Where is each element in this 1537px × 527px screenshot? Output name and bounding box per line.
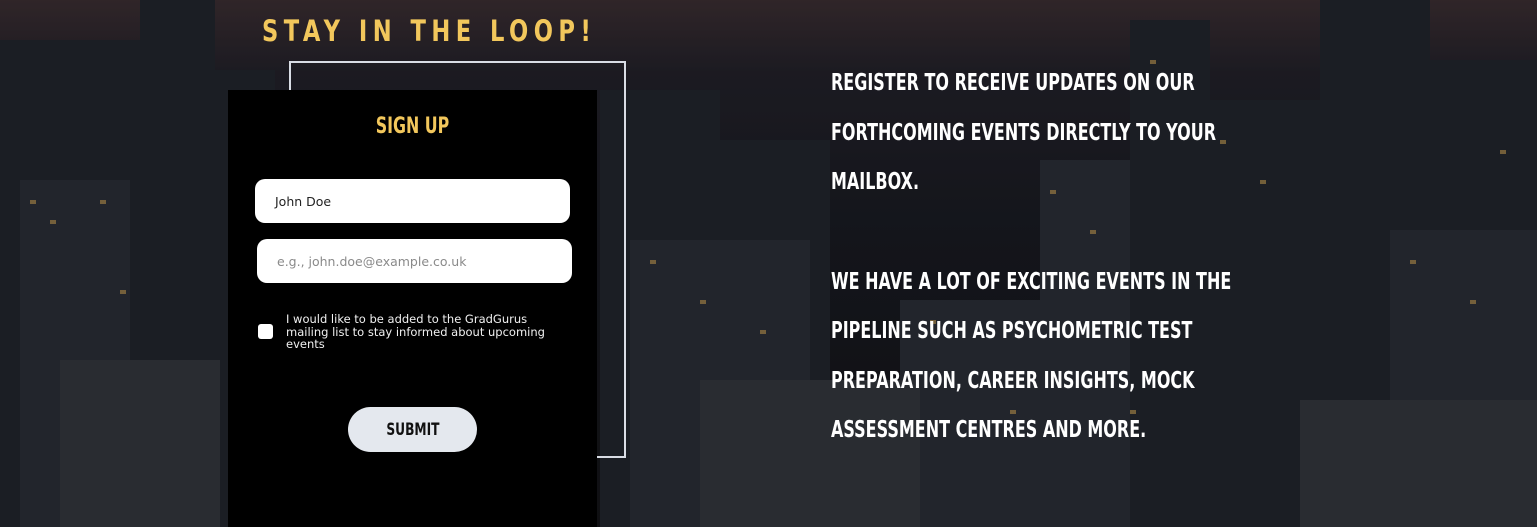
consent-checkbox[interactable] — [258, 324, 273, 339]
submit-button-label: SUBMIT — [385, 419, 440, 440]
consent-label: I would like to be added to the GradGuru… — [286, 312, 545, 351]
section-heading: STAY IN THE LOOP! — [262, 14, 597, 48]
email-input[interactable]: e.g., john.doe@example.co.uk — [257, 239, 572, 283]
name-input[interactable]: John Doe — [255, 179, 570, 223]
info-paragraph-1: REGISTER TO RECEIVE UPDATES ON OUR FORTH… — [831, 70, 1217, 195]
signup-title: SIGN UP — [375, 114, 450, 139]
info-text: REGISTER TO RECEIVE UPDATES ON OUR FORTH… — [831, 59, 1276, 456]
signup-form: SIGN UP John Doe e.g., john.doe@example.… — [228, 90, 597, 527]
submit-button[interactable]: SUBMIT — [348, 407, 477, 452]
info-paragraph-2: WE HAVE A LOT OF EXCITING EVENTS IN THE … — [831, 268, 1232, 444]
